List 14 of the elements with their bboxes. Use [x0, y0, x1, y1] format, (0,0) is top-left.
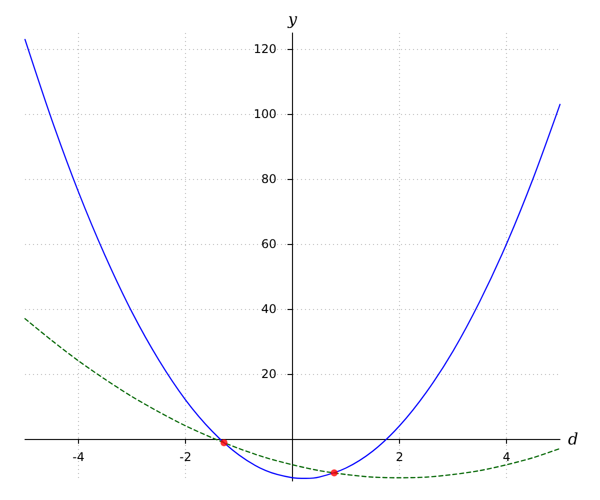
- line-series: [24, 38, 561, 480]
- x-axis-title: d: [568, 429, 578, 448]
- y-tick-label: 20: [261, 366, 276, 381]
- y-tick-label: 120: [254, 42, 276, 56]
- y-tick-label: 60: [261, 237, 276, 252]
- y-tick-label: 80: [261, 172, 276, 186]
- x-tick-label: -2: [180, 450, 192, 464]
- y-tick-label: 100: [254, 107, 276, 122]
- line-series: [24, 318, 561, 478]
- x-tick-label: -4: [72, 450, 84, 464]
- y-tick-label: 40: [261, 302, 276, 316]
- x-tick-label: 4: [502, 450, 510, 464]
- x-tick-label: 2: [396, 450, 404, 464]
- y-axis-title: y: [286, 10, 298, 28]
